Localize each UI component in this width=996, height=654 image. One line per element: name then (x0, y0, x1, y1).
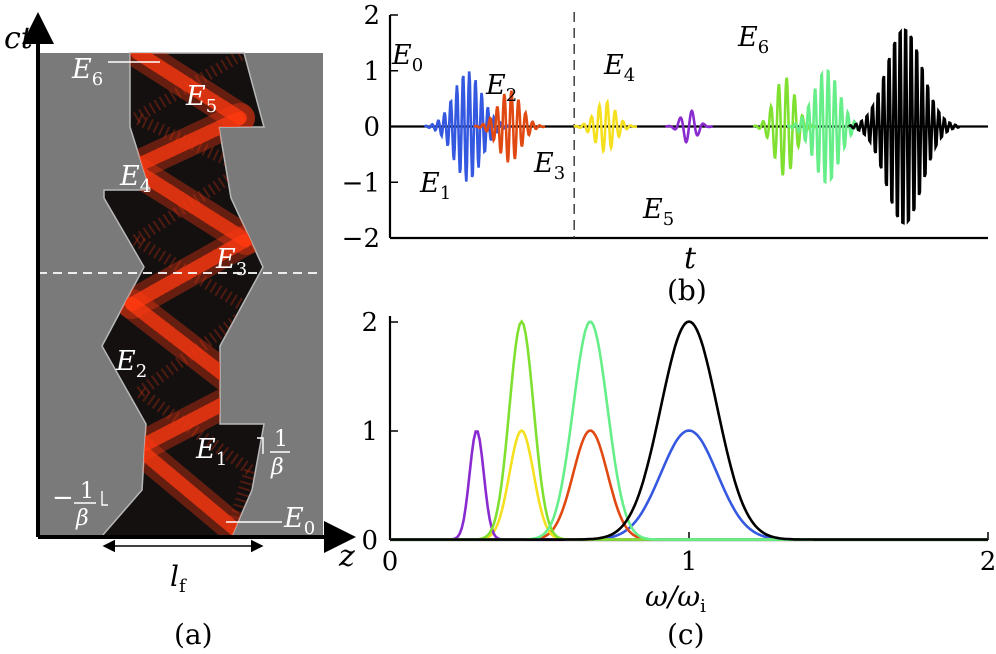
wave-band-core (131, 441, 243, 536)
pulse-E6 (848, 28, 961, 225)
pulse-label-E6: E6 (737, 22, 769, 58)
width-label: lf (170, 560, 187, 597)
c-ytick-label: 1 (361, 417, 378, 447)
panel-b-caption: (b) (667, 274, 707, 307)
pulse-label-E0: E0 (391, 40, 423, 76)
c-xtick-label: 0 (382, 547, 399, 577)
c-x-axis-label: ω/ωi (645, 580, 706, 617)
field-label-a-4: E4 (119, 161, 151, 197)
panel-a-caption: (a) (174, 618, 213, 651)
c-ytick-label: 0 (361, 526, 378, 556)
wave-band-core (125, 111, 247, 175)
wave-band-core (125, 161, 253, 247)
slope-left-sign: − (52, 483, 74, 513)
pulse-E0 (423, 71, 512, 182)
wave-band-faint (136, 387, 254, 475)
b-ytick-label: −1 (342, 168, 380, 198)
wave-band-faint (136, 305, 254, 397)
pulse-label-E1: E1 (419, 168, 451, 204)
slope-left-num: 1 (80, 479, 94, 504)
pulse-label-E5: E5 (642, 194, 674, 230)
b-x-axis-label: t (684, 241, 697, 276)
panel-c: 0 1 2 0 1 2 ω/ωi (c) (361, 308, 996, 651)
panel-a: ct z E0 E1 E2 E3 E4 E5 E6 1 β − 1 β lf (a) (4, 12, 356, 651)
slope-right-bracket (257, 437, 264, 454)
wave-band-faint (132, 234, 254, 316)
wave-band-faint (132, 163, 248, 245)
slope-left: − 1 β (52, 479, 108, 531)
wave-band-faint (226, 468, 256, 532)
field-label-a-6: E6 (71, 54, 103, 90)
pulse-label-E2: E2 (485, 70, 517, 106)
b-ytick-label: 0 (363, 113, 380, 143)
spectrum-E3 (390, 430, 988, 541)
panel-c-caption: (c) (667, 618, 705, 651)
pulse-E2 (573, 98, 638, 155)
slope-left-bracket (101, 491, 108, 506)
b-ytick-label: 2 (363, 1, 380, 31)
slope-right-num: 1 (274, 427, 288, 452)
b-ytick-label: −2 (342, 224, 380, 254)
c-ytick-label: 2 (361, 308, 378, 338)
field-label-a-0: E0 (283, 503, 315, 539)
c-xtick-label: 2 (980, 547, 996, 577)
z-axis-label: z (338, 539, 355, 574)
pulse-label-E3: E3 (533, 148, 565, 184)
wave-band-core (131, 53, 247, 125)
slope-right-den: β (270, 455, 284, 480)
pulse-label-E4: E4 (603, 50, 635, 86)
wave-band-core (125, 233, 253, 311)
slope-left-den: β (75, 506, 89, 531)
field-label-a-2: E2 (115, 346, 147, 382)
field-label-a-3: E3 (215, 244, 247, 280)
panel-b: −2 −1 0 1 2 E0 E1 E2 E3 E4 E5 E6 t (b) (342, 1, 988, 307)
spectrum-E6 (390, 320, 988, 541)
field-label-a-5: E5 (185, 81, 217, 117)
slope-right: 1 β (257, 427, 290, 480)
c-xtick-label: 1 (681, 547, 698, 577)
pulse-E1 (473, 90, 546, 163)
field-label-a-1: E1 (195, 434, 227, 470)
b-ytick-label: 1 (363, 57, 380, 87)
ct-axis-label: ct (4, 21, 34, 56)
pulse-E3 (665, 109, 713, 144)
